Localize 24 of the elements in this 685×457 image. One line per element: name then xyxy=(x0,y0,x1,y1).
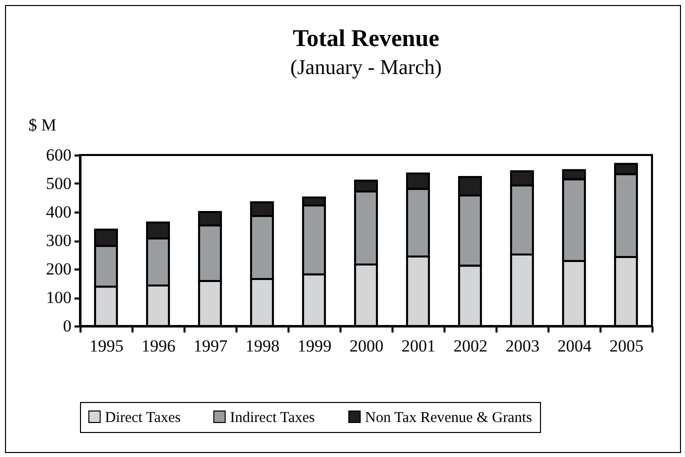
x-tick-label: 2001 xyxy=(402,336,436,356)
y-tick-label: 400 xyxy=(46,202,72,222)
y-tick-label: 0 xyxy=(63,316,72,336)
x-tick-label: 2005 xyxy=(610,336,644,356)
y-tick-label: 300 xyxy=(46,231,72,250)
x-tick-label: 1996 xyxy=(142,336,176,356)
y-tick-label: 600 xyxy=(46,146,72,164)
x-tick-label: 2000 xyxy=(350,336,384,356)
legend-label: Indirect Taxes xyxy=(230,410,316,426)
x-tick-label: 2003 xyxy=(506,336,540,356)
chart-title: Total Revenue xyxy=(292,26,440,52)
y-axis-title: $ M xyxy=(28,116,56,134)
x-tick-label: 2004 xyxy=(558,336,592,356)
x-tick-label: 2002 xyxy=(454,336,488,356)
y-tick-label: 500 xyxy=(46,174,72,193)
legend-label: Non Tax Revenue & Grants xyxy=(365,410,532,426)
y-tick-label: 200 xyxy=(46,260,72,278)
chart-subtitle: (January - March) xyxy=(290,55,442,79)
y-tick-label: 100 xyxy=(46,288,72,307)
x-tick-label: 1998 xyxy=(246,336,280,356)
x-tick-label: 1997 xyxy=(194,336,228,356)
x-tick-label: 1995 xyxy=(90,336,124,356)
legend-label: Direct Taxes xyxy=(105,410,181,426)
x-tick-label: 1999 xyxy=(298,336,332,356)
